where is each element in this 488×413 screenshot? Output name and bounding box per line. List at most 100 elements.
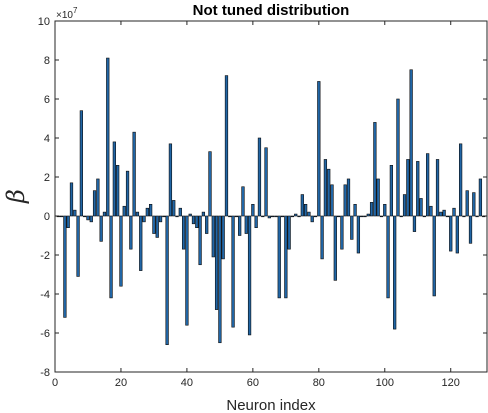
x-tick-label: 120 xyxy=(442,377,460,389)
y-tick-label: 0 xyxy=(44,211,50,223)
bar xyxy=(360,215,364,218)
bar xyxy=(356,215,361,254)
bar xyxy=(158,215,163,223)
bar xyxy=(221,215,225,260)
bar xyxy=(346,178,351,217)
bar xyxy=(300,194,304,217)
bar xyxy=(280,215,285,218)
bar xyxy=(178,207,182,217)
bar xyxy=(231,215,235,328)
bar xyxy=(320,215,324,260)
bar xyxy=(69,182,74,217)
bar xyxy=(458,143,463,217)
x-tick-label: 0 xyxy=(52,377,58,389)
bar xyxy=(76,215,80,277)
bar xyxy=(106,57,110,217)
bar xyxy=(432,215,436,297)
bar xyxy=(310,215,314,223)
bar xyxy=(244,215,248,234)
bar xyxy=(261,215,265,218)
bar xyxy=(379,215,384,218)
bar-series xyxy=(56,57,486,345)
bar xyxy=(353,204,357,217)
bar xyxy=(165,215,169,345)
bar xyxy=(409,69,413,217)
plot-frame xyxy=(54,20,488,373)
bar xyxy=(439,211,443,217)
bar xyxy=(254,215,258,228)
bar xyxy=(155,215,159,238)
bar xyxy=(251,204,255,217)
bar xyxy=(472,192,476,217)
bar xyxy=(333,215,337,281)
bar xyxy=(208,151,212,217)
bar xyxy=(181,215,186,250)
bar xyxy=(175,215,179,218)
bar xyxy=(191,215,196,225)
bar xyxy=(145,207,149,217)
bar xyxy=(435,159,440,217)
y-tick-label: 8 xyxy=(44,55,50,67)
bar xyxy=(412,215,417,232)
bar xyxy=(139,215,143,271)
bar xyxy=(304,204,308,217)
bar xyxy=(366,213,370,217)
bar xyxy=(59,215,64,218)
bar xyxy=(297,215,301,218)
bar xyxy=(449,215,453,252)
bar xyxy=(116,165,120,217)
bar xyxy=(396,98,400,217)
bar xyxy=(287,215,291,250)
bar xyxy=(350,215,354,240)
bar xyxy=(125,170,130,217)
bar xyxy=(274,215,278,218)
bar xyxy=(264,147,268,217)
y-tick-label: 4 xyxy=(44,133,50,145)
x-tick-label: 60 xyxy=(247,377,259,389)
axes-box xyxy=(54,20,488,373)
bar xyxy=(307,211,311,217)
bar xyxy=(152,215,156,234)
chart-title: Not tuned distribution xyxy=(193,2,350,19)
bar xyxy=(402,194,407,217)
bar xyxy=(135,211,140,217)
bar xyxy=(214,215,219,310)
bar xyxy=(343,184,347,217)
bar xyxy=(468,215,473,244)
bar xyxy=(313,215,318,218)
bar xyxy=(429,205,433,217)
bar xyxy=(188,213,192,217)
bar xyxy=(445,215,450,218)
bar xyxy=(363,215,367,218)
bar xyxy=(422,215,426,218)
bar xyxy=(89,215,93,223)
bar xyxy=(92,190,97,217)
bar xyxy=(63,215,67,318)
bar xyxy=(373,122,377,217)
bar xyxy=(452,207,456,217)
bar xyxy=(475,215,479,218)
bar xyxy=(406,159,410,217)
bar xyxy=(129,215,133,250)
bar xyxy=(247,215,252,336)
bar xyxy=(172,200,176,217)
bar xyxy=(195,215,199,228)
bar xyxy=(478,178,483,217)
bar xyxy=(383,204,387,217)
y-tick-label: -4 xyxy=(40,289,50,301)
bar xyxy=(238,215,242,236)
bar xyxy=(96,178,100,217)
bar xyxy=(323,159,328,217)
y-tick-label: -8 xyxy=(40,367,50,379)
bar xyxy=(327,168,331,217)
x-tick-label: 80 xyxy=(313,377,325,389)
bar xyxy=(376,178,380,217)
x-tick-label: 20 xyxy=(115,377,127,389)
x-axis-label: Neuron index xyxy=(226,397,316,413)
bar xyxy=(369,202,374,217)
bar xyxy=(122,205,126,217)
y-tick-label: -6 xyxy=(40,328,50,340)
bar xyxy=(112,141,116,217)
y-tick-label: 2 xyxy=(44,172,50,184)
bar xyxy=(224,75,229,217)
